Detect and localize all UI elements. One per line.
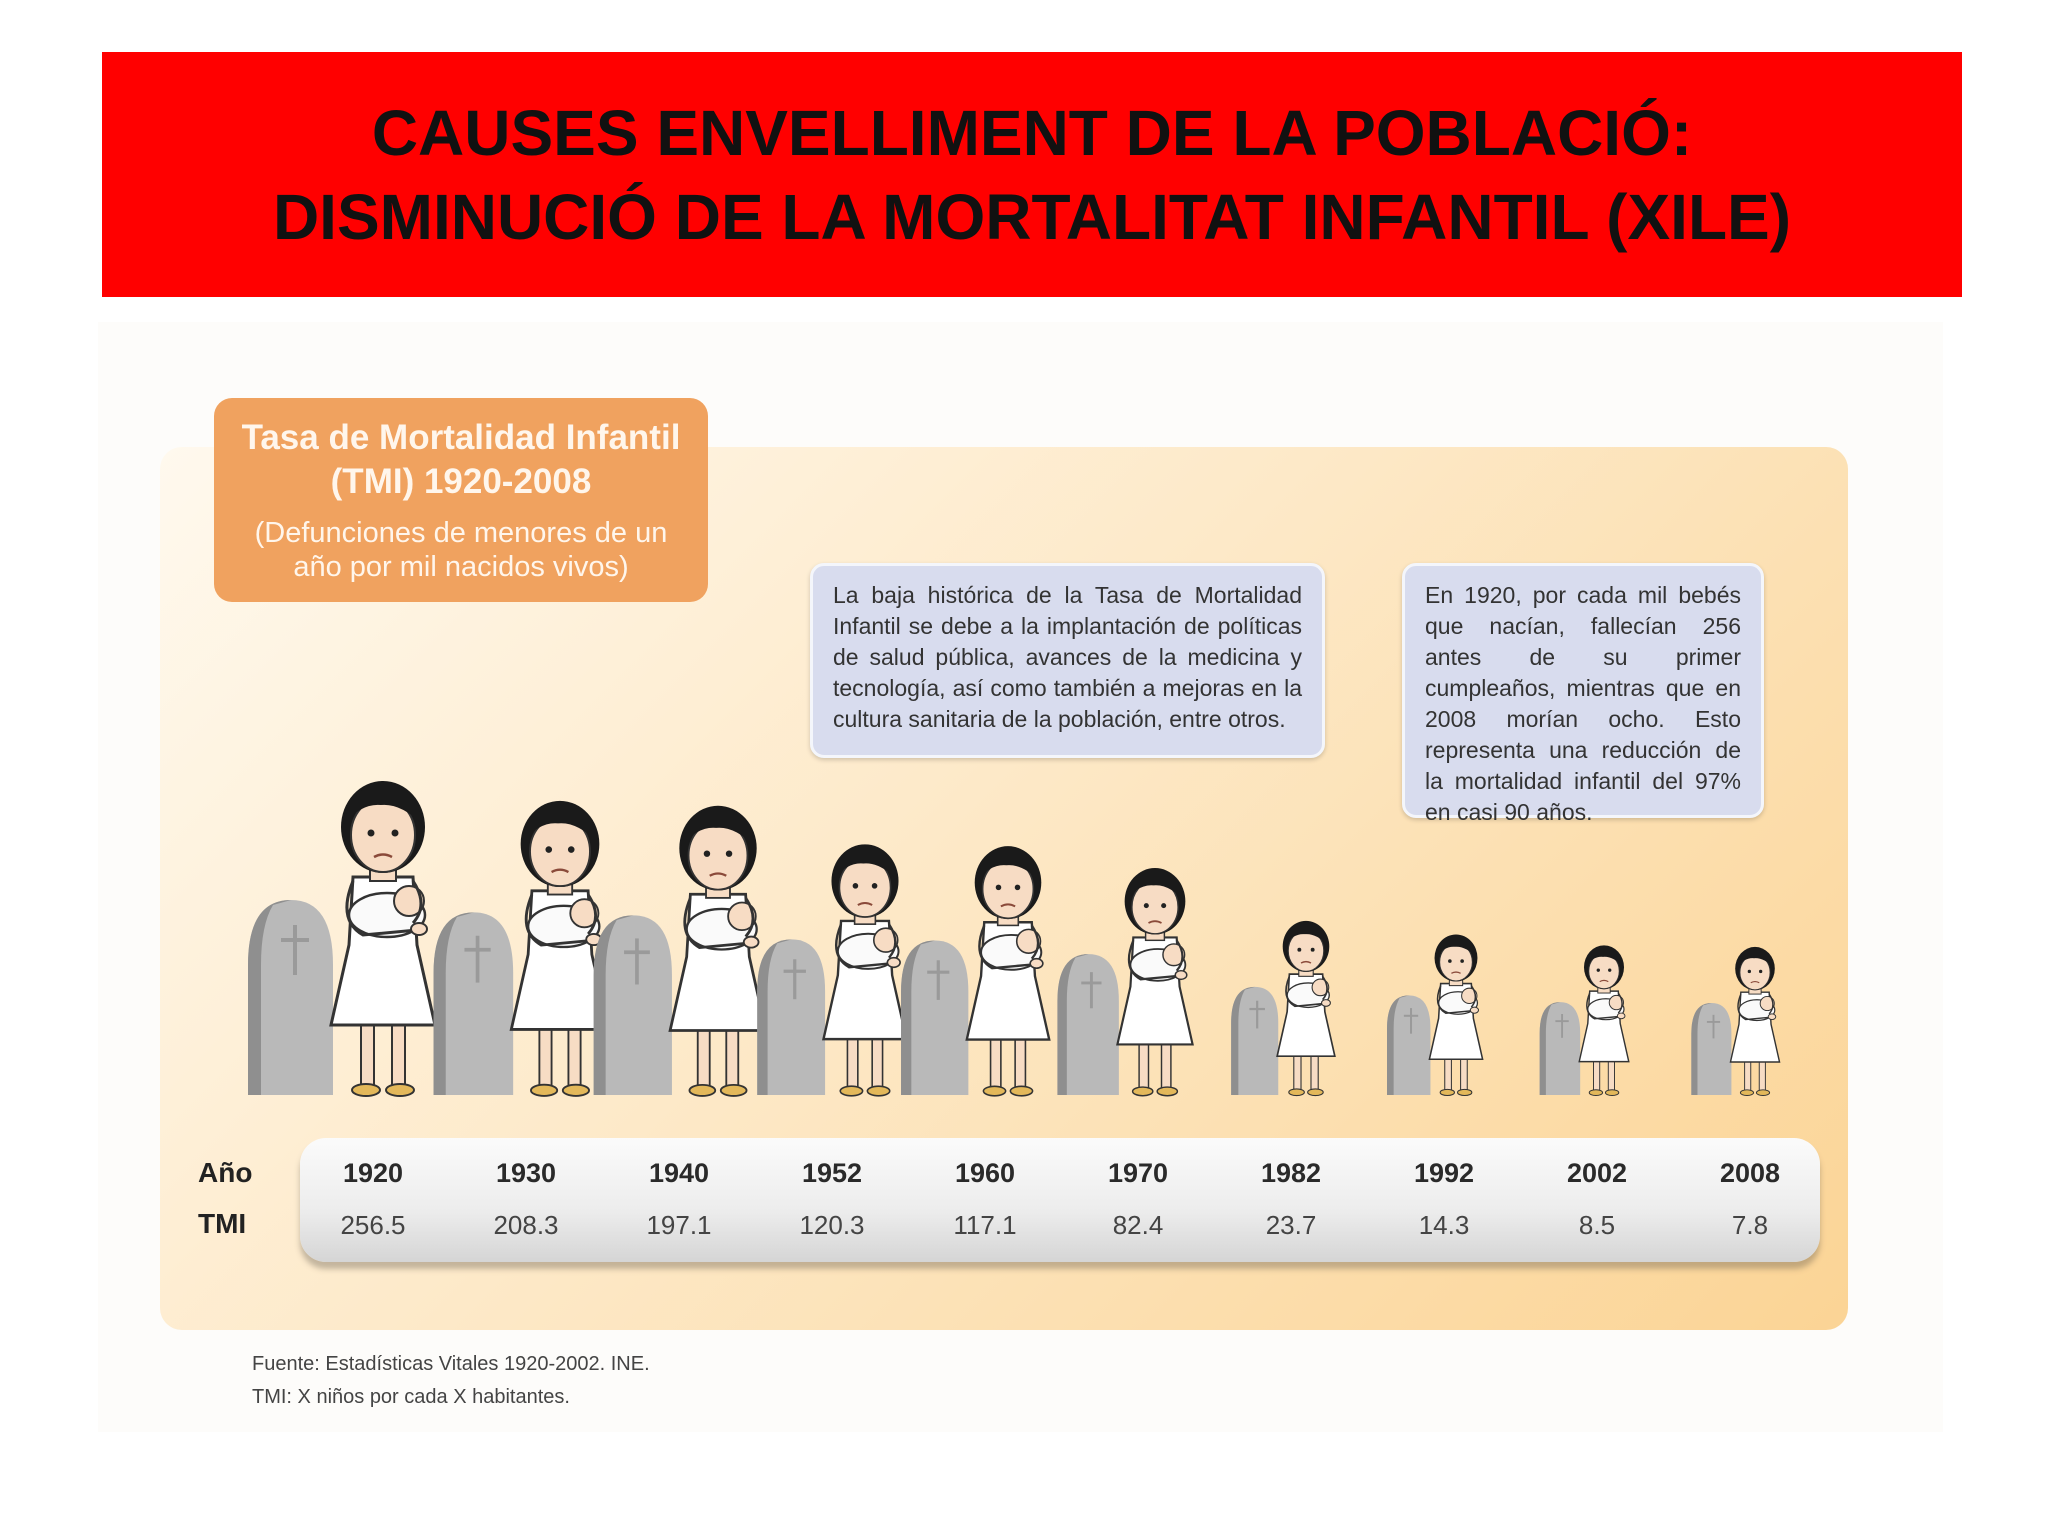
year-label: 1952: [801, 1158, 863, 1188]
mother-with-baby-icon: [329, 781, 437, 1097]
tmi-value-label: 23.7: [1265, 1210, 1317, 1240]
tmi-mark: [248, 781, 437, 1097]
tombstone-icon: [1057, 954, 1119, 1095]
chart-title-box: Tasa de Mortalidad Infantil (TMI) 1920-2…: [214, 398, 708, 602]
tombstone-icon: [757, 939, 826, 1095]
mother-with-baby-icon: [1428, 934, 1484, 1097]
mother-with-baby-icon: [509, 800, 611, 1097]
note-box-causes: La baja histórica de la Tasa de Mortalid…: [810, 563, 1325, 758]
tmi-mark: [593, 805, 768, 1097]
chart-title: Tasa de Mortalidad Infantil (TMI) 1920-2…: [241, 418, 681, 501]
row-label-year: Año: [198, 1157, 253, 1188]
year-label: 1992: [1413, 1158, 1475, 1188]
tmi-value-label: 120.3: [799, 1210, 865, 1240]
note-box-reduction: En 1920, por cada mil bebés que nacían, …: [1402, 563, 1764, 825]
tmi-value-label: 117.1: [953, 1210, 1017, 1240]
data-table-bar: [300, 1138, 1820, 1262]
source-note: Fuente: Estadísticas Vitales 1920-2002. …: [252, 1348, 650, 1414]
year-label: 1930: [495, 1158, 557, 1188]
tmi-mark: [1539, 945, 1630, 1096]
tombstone-icon: [1539, 1002, 1581, 1095]
tombstone-icon: [901, 940, 969, 1095]
tombstone-icon: [248, 900, 333, 1095]
tmi-mark: [1057, 868, 1194, 1097]
slide-title-line-2: DISMINUCIÓ DE LA MORTALITAT INFANTIL (XI…: [272, 180, 1792, 253]
tmi-value-label: 197.1: [646, 1210, 712, 1240]
title-banner: CAUSES ENVELLIMENT DE LA POBLACIÓ: DISMI…: [102, 52, 1962, 297]
tmi-mark: [433, 800, 611, 1097]
year-label: 1960: [954, 1158, 1016, 1188]
mother-with-baby-icon: [668, 805, 768, 1097]
year-label: 1920: [342, 1158, 404, 1188]
slide-title-line-1: CAUSES ENVELLIMENT DE LA POBLACIÓ:: [371, 96, 1693, 169]
tombstone-icon: [1231, 986, 1279, 1095]
tmi-mark: [901, 846, 1051, 1097]
tmi-mark: [757, 844, 909, 1097]
year-label: 2002: [1566, 1158, 1628, 1188]
tmi-value-label: 256.5: [340, 1210, 406, 1240]
tmi-mark: [1691, 946, 1781, 1096]
tmi-value-label: 7.8: [1731, 1210, 1769, 1240]
tmi-value-label: 8.5: [1578, 1210, 1616, 1240]
tombstone-icon: [1386, 995, 1431, 1095]
mother-with-baby-icon: [821, 844, 909, 1097]
tmi-value-label: 14.3: [1418, 1210, 1470, 1240]
chart-subtitle: (Defunciones de menores de un año por mi…: [254, 517, 668, 583]
tombstone-icon: [593, 915, 672, 1095]
source-line: Fuente: Estadísticas Vitales 1920-2002. …: [252, 1353, 650, 1375]
mother-with-baby-icon: [1276, 920, 1336, 1097]
mother-with-baby-icon: [1578, 945, 1630, 1096]
tombstone-icon: [433, 912, 514, 1095]
row-label-tmi: TMI: [198, 1208, 247, 1239]
mother-with-baby-icon: [965, 846, 1051, 1097]
definition-line: TMI: X niños por cada X habitantes.: [252, 1386, 570, 1408]
year-label: 1940: [648, 1158, 710, 1188]
year-label: 2008: [1719, 1158, 1781, 1188]
tmi-value-label: 82.4: [1112, 1210, 1164, 1240]
tombstone-icon: [1691, 1003, 1732, 1095]
year-label: 1970: [1107, 1158, 1169, 1188]
tmi-value-label: 208.3: [493, 1210, 559, 1240]
tmi-mark: [1231, 920, 1336, 1097]
mother-with-baby-icon: [1116, 868, 1194, 1097]
tmi-mark: [1386, 934, 1484, 1097]
year-label: 1982: [1260, 1158, 1322, 1188]
mother-with-baby-icon: [1729, 946, 1781, 1096]
